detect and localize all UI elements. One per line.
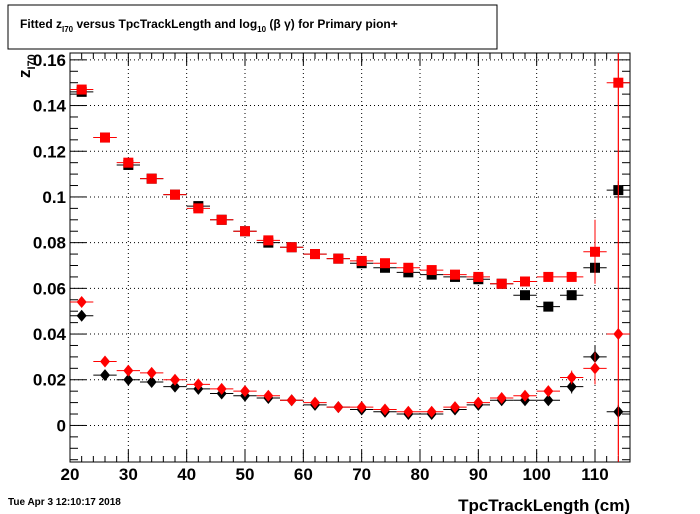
data-point xyxy=(310,396,320,409)
y-tick-labels: 0 0.02 0.04 0.06 0.08 0.1 0.12 0.14 0.16 xyxy=(33,51,67,436)
data-point xyxy=(216,214,227,225)
data-point xyxy=(543,394,554,407)
data-point xyxy=(566,371,577,384)
data-point xyxy=(100,132,110,143)
y-tick-label: 0.14 xyxy=(33,97,67,116)
y-axis-title: zI70 xyxy=(15,54,38,78)
data-point xyxy=(426,405,437,418)
data-point xyxy=(170,189,180,200)
data-point xyxy=(286,394,297,407)
data-point xyxy=(123,157,134,168)
data-point xyxy=(473,396,484,409)
x-tick-label: 60 xyxy=(294,465,313,484)
x-tick-label: 70 xyxy=(352,465,371,484)
series-diamond-red xyxy=(70,53,630,462)
data-point xyxy=(76,296,87,309)
data-point xyxy=(403,405,414,418)
data-point xyxy=(450,401,460,414)
data-point xyxy=(263,235,274,246)
data-point xyxy=(380,258,390,269)
data-point xyxy=(193,378,204,391)
data-point xyxy=(100,355,110,368)
data-point xyxy=(613,328,624,341)
data-point xyxy=(76,84,87,95)
y-tick-label: 0.16 xyxy=(33,51,66,70)
data-point xyxy=(590,362,600,375)
data-point xyxy=(426,265,437,276)
data-point xyxy=(240,226,250,237)
data-point xyxy=(403,262,414,273)
data-point xyxy=(473,271,484,282)
data-point xyxy=(76,309,87,322)
data-point xyxy=(146,376,157,389)
timestamp: Tue Apr 3 12:10:17 2018 xyxy=(8,497,121,508)
x-tick-label: 90 xyxy=(469,465,488,484)
x-tick-label: 80 xyxy=(411,465,430,484)
data-point xyxy=(356,255,367,266)
chart-title: Fitted zI70 versus TpcTrackLength and lo… xyxy=(20,17,398,34)
x-tick-labels: 20 30 40 50 60 70 80 90 100 110 xyxy=(61,465,609,484)
data-point xyxy=(496,392,507,405)
data-point xyxy=(170,380,180,393)
x-tick-label: 100 xyxy=(522,465,550,484)
data-point xyxy=(566,380,577,393)
data-point xyxy=(520,276,530,287)
data-point xyxy=(543,385,554,398)
data-point xyxy=(450,269,460,280)
data-point xyxy=(356,401,367,414)
data-point xyxy=(496,278,507,289)
data-point xyxy=(193,203,204,214)
data-point xyxy=(380,403,390,416)
y-tick-label: 0.06 xyxy=(33,279,66,298)
data-point xyxy=(100,369,110,382)
data-point xyxy=(216,382,227,395)
y-tick-label: 0.12 xyxy=(33,142,66,161)
x-tick-label: 50 xyxy=(236,465,255,484)
data-point xyxy=(123,373,134,386)
data-point xyxy=(333,253,344,264)
data-point xyxy=(566,271,577,282)
title-box: Fitted zI70 versus TpcTrackLength and lo… xyxy=(7,4,498,50)
data-point xyxy=(263,389,274,402)
x-tick-label: 110 xyxy=(581,465,608,484)
y-tick-label: 0.02 xyxy=(33,371,66,390)
data-point xyxy=(123,364,134,377)
y-tick-label: 0.1 xyxy=(42,188,66,207)
data-point xyxy=(333,401,344,414)
data-point xyxy=(310,249,320,260)
data-point xyxy=(170,373,180,386)
data-point xyxy=(520,290,530,301)
data-point xyxy=(240,385,250,398)
y-tick-label: 0.04 xyxy=(33,325,67,344)
y-tick-label: 0.08 xyxy=(33,234,66,253)
data-point xyxy=(146,173,157,184)
data-point xyxy=(286,242,297,253)
data-point xyxy=(520,389,530,402)
y-tick-label: 0 xyxy=(57,416,66,435)
data-series xyxy=(70,53,630,462)
data-point xyxy=(543,271,554,282)
x-tick-label: 20 xyxy=(61,465,80,484)
data-point xyxy=(566,290,577,301)
data-point xyxy=(590,246,600,257)
data-point xyxy=(146,366,157,379)
data-point xyxy=(543,301,554,312)
x-tick-label: 30 xyxy=(119,465,138,484)
x-tick-label: 40 xyxy=(177,465,196,484)
series-square-red xyxy=(70,53,630,456)
x-axis-title: TpcTrackLength (cm) xyxy=(458,496,630,514)
